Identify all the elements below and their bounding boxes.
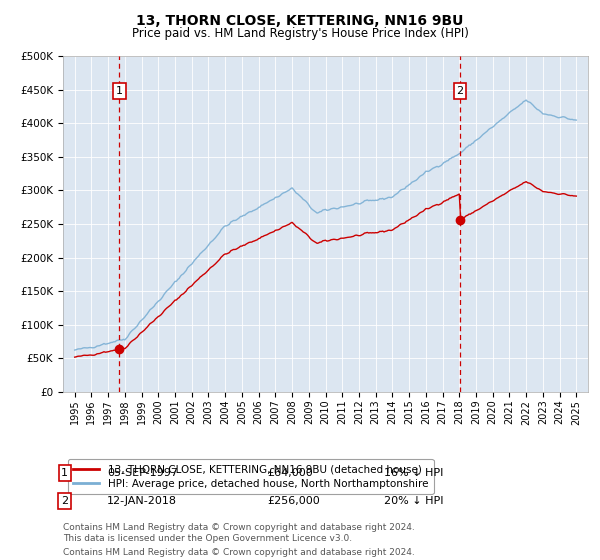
Text: 13, THORN CLOSE, KETTERING, NN16 9BU: 13, THORN CLOSE, KETTERING, NN16 9BU bbox=[136, 14, 464, 28]
Text: 1: 1 bbox=[61, 468, 68, 478]
Text: Price paid vs. HM Land Registry's House Price Index (HPI): Price paid vs. HM Land Registry's House … bbox=[131, 27, 469, 40]
Text: £64,000: £64,000 bbox=[267, 468, 313, 478]
Text: This data is licensed under the Open Government Licence v3.0.: This data is licensed under the Open Gov… bbox=[63, 534, 352, 543]
Text: 05-SEP-1997: 05-SEP-1997 bbox=[107, 468, 178, 478]
Text: 2: 2 bbox=[61, 496, 68, 506]
Legend: 13, THORN CLOSE, KETTERING, NN16 9BU (detached house), HPI: Average price, detac: 13, THORN CLOSE, KETTERING, NN16 9BU (de… bbox=[68, 459, 433, 494]
Text: 20% ↓ HPI: 20% ↓ HPI bbox=[384, 496, 443, 506]
Text: Contains HM Land Registry data © Crown copyright and database right 2024.: Contains HM Land Registry data © Crown c… bbox=[63, 548, 415, 557]
Text: £256,000: £256,000 bbox=[267, 496, 320, 506]
Text: 2: 2 bbox=[457, 86, 463, 96]
Text: 16% ↓ HPI: 16% ↓ HPI bbox=[384, 468, 443, 478]
Text: Contains HM Land Registry data © Crown copyright and database right 2024.: Contains HM Land Registry data © Crown c… bbox=[63, 523, 415, 532]
Text: 1: 1 bbox=[116, 86, 123, 96]
Text: 12-JAN-2018: 12-JAN-2018 bbox=[107, 496, 177, 506]
